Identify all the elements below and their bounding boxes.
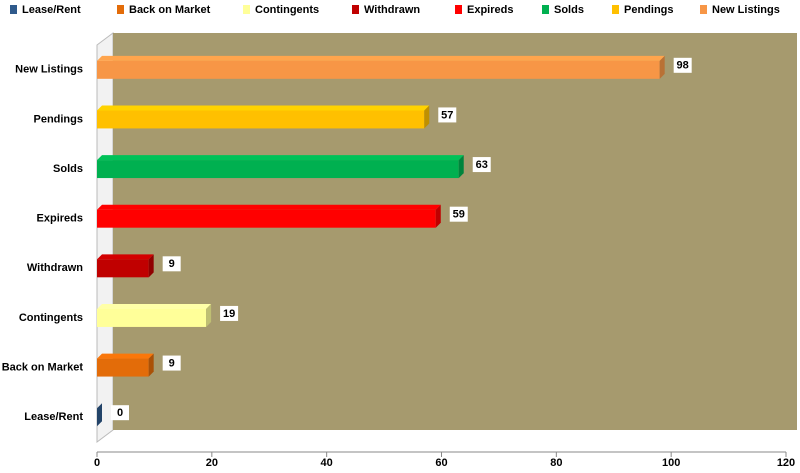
bar-side: [97, 403, 102, 427]
legend-swatch: [700, 5, 707, 14]
bar-side: [148, 254, 154, 278]
side-wall: [96, 32, 114, 443]
legend-label: New Listings: [712, 4, 780, 16]
bar-top: [97, 204, 441, 210]
legend-label: Expireds: [467, 4, 513, 16]
value-label: 9: [169, 258, 175, 270]
bar-side: [458, 155, 464, 179]
bar-top: [97, 55, 665, 61]
value-label: 57: [441, 109, 453, 121]
y-tick-label: New Listings: [15, 64, 83, 76]
value-label-box: [472, 157, 491, 173]
legend-swatch: [542, 5, 549, 14]
x-tick-label: 20: [206, 457, 218, 469]
value-label-box: [162, 355, 181, 371]
value-label: 59: [453, 209, 465, 221]
y-tick-label: Solds: [53, 163, 83, 175]
value-label: 63: [476, 159, 488, 171]
y-tick-label: Back on Market: [2, 361, 84, 373]
bar: [97, 209, 436, 228]
bar-top: [97, 105, 430, 111]
bar: [97, 160, 459, 179]
x-tick-label: 60: [435, 457, 447, 469]
value-label-box: [220, 305, 239, 321]
legend-swatch: [10, 5, 17, 14]
legend-swatch: [352, 5, 359, 14]
x-tick-label: 80: [550, 457, 562, 469]
x-tick-label: 120: [777, 457, 795, 469]
y-tick-label: Withdrawn: [27, 262, 83, 274]
bar: [97, 60, 660, 79]
value-label: 9: [169, 357, 175, 369]
value-label: 0: [117, 407, 123, 419]
value-label-box: [162, 256, 181, 272]
legend-label: Pendings: [624, 4, 674, 16]
legend-label: Contingents: [255, 4, 319, 16]
value-label-box: [673, 57, 692, 73]
value-label-box: [111, 405, 129, 421]
y-tick-label: Expireds: [37, 213, 83, 225]
bar-side: [435, 204, 441, 228]
y-tick-label: Contingents: [19, 312, 83, 324]
y-tick-label: Pendings: [33, 113, 83, 125]
bar: [97, 358, 149, 377]
value-label-box: [438, 107, 457, 123]
bar-top: [97, 155, 464, 161]
plot-wall: [113, 33, 797, 430]
bar: [97, 259, 149, 278]
bar: [97, 110, 425, 129]
bar-top: [97, 353, 154, 359]
bar-side: [206, 303, 212, 327]
value-label: 19: [223, 308, 235, 320]
bar-top: [97, 303, 212, 309]
y-tick-label: Lease/Rent: [24, 411, 83, 423]
x-tick-label: 40: [321, 457, 333, 469]
bar-side: [659, 55, 665, 79]
legend-swatch: [612, 5, 619, 14]
legend-label: Withdrawn: [364, 4, 420, 16]
value-label: 98: [677, 60, 689, 72]
legend-label: Solds: [554, 4, 584, 16]
x-tick-label: 0: [94, 457, 100, 469]
legend-swatch: [117, 5, 124, 14]
bar-top: [97, 254, 154, 260]
legend-label: Lease/Rent: [22, 4, 81, 16]
legend-swatch: [455, 5, 462, 14]
bar-side: [148, 353, 154, 377]
bar: [97, 308, 207, 327]
bar-side: [424, 105, 430, 129]
legend-label: Back on Market: [129, 4, 211, 16]
value-label-box: [449, 206, 468, 222]
x-tick-label: 100: [662, 457, 680, 469]
legend-swatch: [243, 5, 250, 14]
